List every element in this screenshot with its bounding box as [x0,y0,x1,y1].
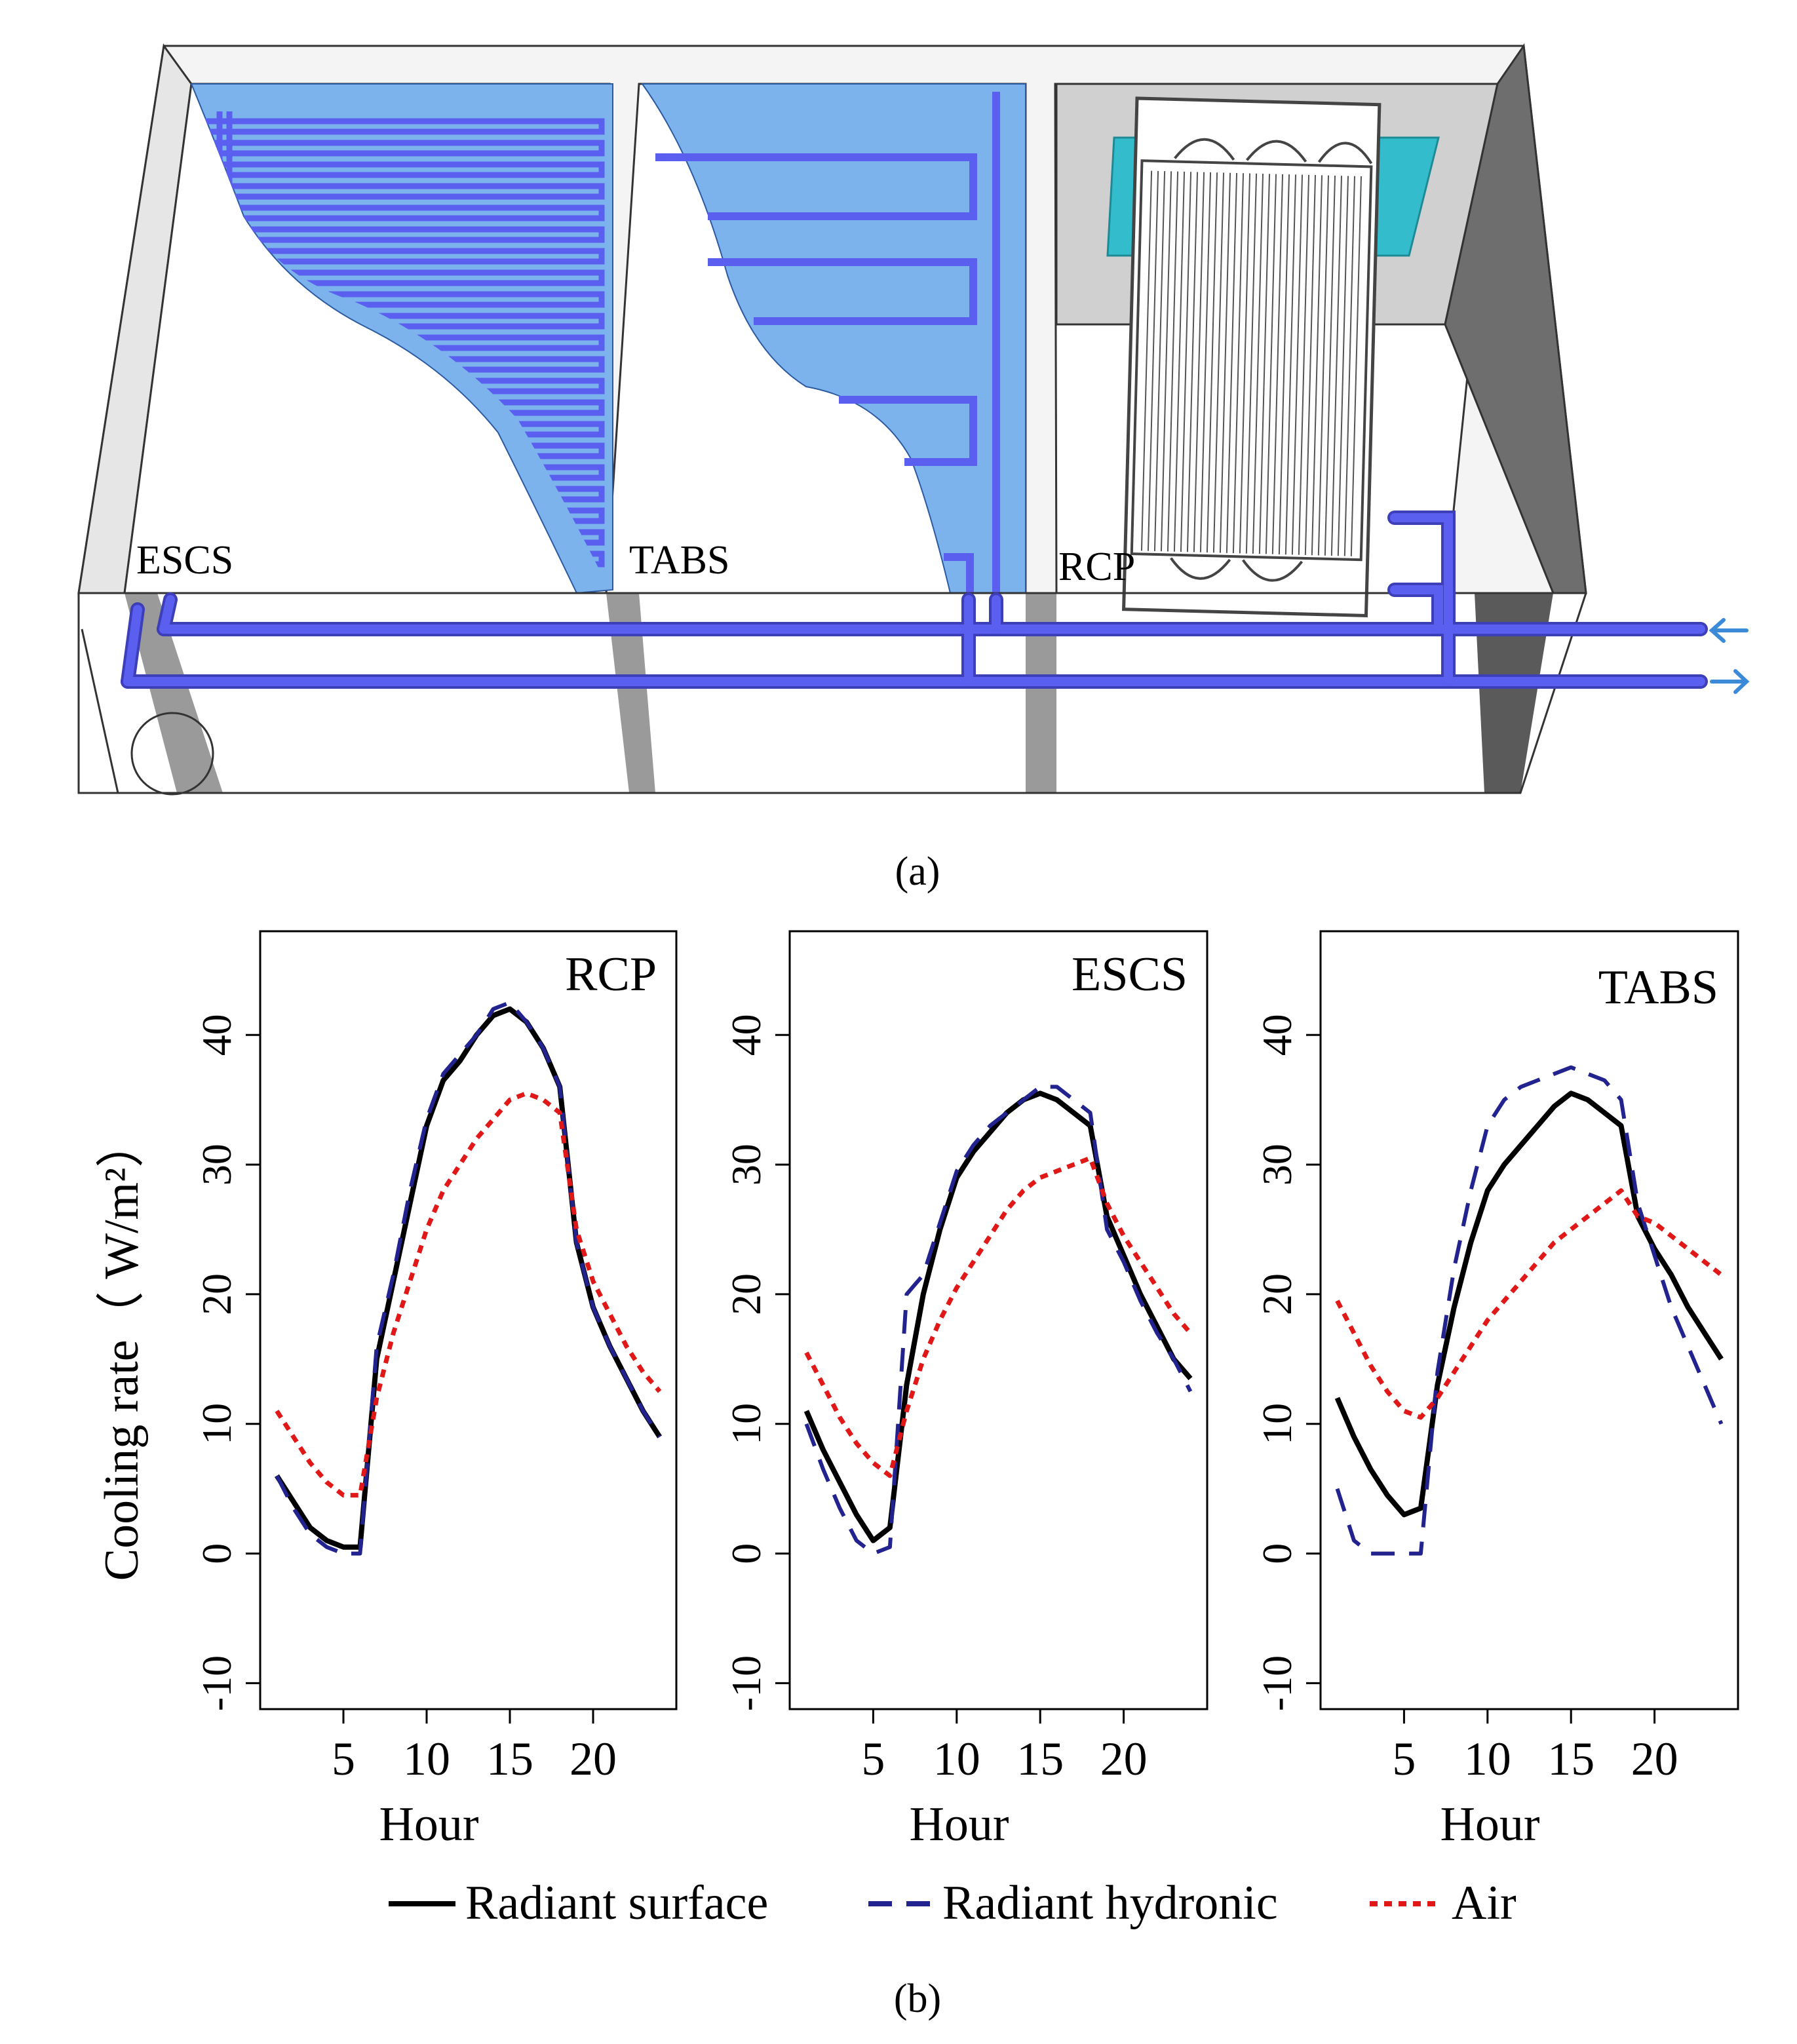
x-tick-label: 15 [1547,1733,1594,1785]
rcp-radiant-panel [1122,96,1382,617]
plot-frame [259,930,678,1710]
x-tick-label: 5 [861,1733,885,1785]
legend: Radiant surface Radiant hydronic Air [389,1876,1517,1930]
label-tabs: TABS [629,538,730,583]
chart-tabs: -10 0 10 20 30 40 5 10 15 20 Hour TABS [1254,930,1739,1851]
y-tick-label: 0 [193,1543,240,1564]
y-tick-label: 40 [193,1014,240,1056]
x-tick-label: 15 [486,1733,533,1785]
y-tick-label: 30 [1254,1144,1300,1186]
legend-label-surface: Radiant surface [465,1876,768,1930]
x-tick-label: 10 [403,1733,450,1785]
tabs-tubes [655,92,1000,593]
chart-title: RCP [565,948,657,1001]
x-axis-label: Hour [379,1798,478,1851]
series-line-surface [1334,1090,1724,1518]
label-escs: ESCS [136,538,233,583]
y-tick-label: -10 [723,1655,769,1711]
x-tick-label: 15 [1016,1733,1064,1785]
legend-label-air: Air [1452,1876,1517,1930]
x-tick-label: 5 [332,1733,355,1785]
y-tick-label: 40 [723,1014,769,1056]
room-base [77,592,1587,794]
corner-detail-circle [130,712,214,796]
series-line-air [804,1155,1193,1478]
y-tick-label: 40 [1254,1014,1300,1056]
x-tick-label: 20 [570,1733,617,1785]
series-line-air [275,1090,662,1498]
chart-title: ESCS [1072,948,1188,1001]
y-tick-label: 10 [723,1403,769,1445]
y-tick-label: -10 [193,1655,240,1711]
y-axis-label: Cooling rate（ W/m²） [95,1119,149,1581]
plot-frame [788,930,1208,1710]
plot-frame [1319,930,1739,1710]
y-tick-label: 20 [193,1273,240,1315]
series-line-surface [275,1006,662,1550]
x-tick-label: 20 [1100,1733,1148,1785]
series-line-air [1335,1188,1723,1420]
series-line-hydronic [804,1085,1193,1556]
y-tick-label: 10 [1254,1403,1300,1445]
label-rcp: RCP [1058,545,1135,589]
caption-a: (a) [895,849,940,894]
legend-label-hydronic: Radiant hydronic [942,1876,1278,1930]
x-tick-label: 5 [1392,1733,1416,1785]
x-tick-label: 10 [933,1733,980,1785]
x-tick-label: 20 [1631,1733,1678,1785]
floor-rib-mid1 [606,593,655,793]
floor-rib-right [1475,593,1553,793]
y-tick-label: 0 [723,1543,769,1564]
chart-title: TABS [1598,961,1718,1014]
series-line-hydronic [1335,1065,1724,1556]
return-arrow-icon [1709,618,1749,643]
series-line-hydronic [275,1000,662,1556]
y-tick-label: 20 [723,1273,769,1315]
y-tick-label: 30 [193,1144,240,1186]
y-tick-label: 0 [1254,1543,1300,1564]
floor-rib-left [125,593,223,793]
room-schematic: ESCS TABS RCP [77,43,1750,796]
floor-rib-mid2 [1026,593,1056,793]
x-tick-label: 10 [1464,1733,1511,1785]
chart-rcp: -10 0 10 20 30 40 5 10 15 20 Hour RCP [193,930,678,1851]
chart-escs: -10 0 10 20 30 40 5 10 15 20 Hour ESCS [723,930,1208,1851]
y-tick-label: 20 [1254,1273,1300,1315]
y-tick-label: -10 [1254,1655,1300,1711]
supply-arrow-icon [1710,669,1750,694]
x-axis-label: Hour [909,1798,1009,1851]
y-tick-label: 30 [723,1144,769,1186]
series-line-surface [803,1090,1193,1543]
caption-b: (b) [894,1977,941,2021]
y-tick-label: 10 [193,1403,240,1445]
x-axis-label: Hour [1440,1798,1539,1851]
